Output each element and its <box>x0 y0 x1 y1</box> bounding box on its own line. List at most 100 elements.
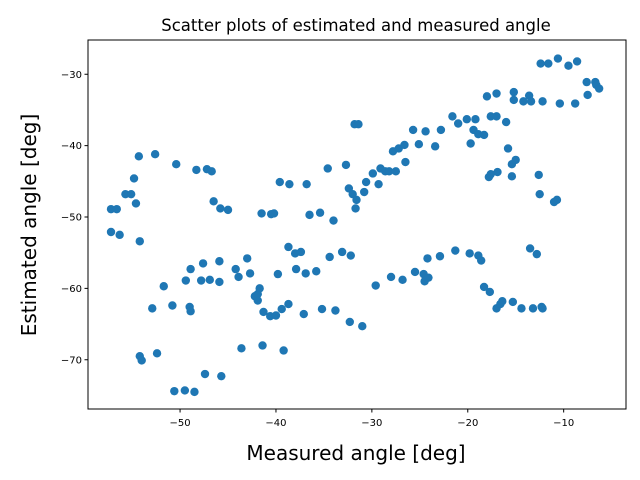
point <box>284 242 293 252</box>
point <box>498 297 507 306</box>
point <box>471 115 480 124</box>
point <box>209 197 218 206</box>
point <box>172 159 181 169</box>
plot-frame <box>87 39 627 410</box>
point <box>486 112 495 121</box>
point <box>152 349 162 358</box>
point <box>553 54 563 63</box>
point <box>129 174 139 183</box>
point <box>106 227 116 237</box>
point <box>509 95 518 105</box>
point <box>371 281 380 290</box>
point <box>346 251 355 260</box>
point <box>186 264 195 274</box>
point <box>312 267 321 276</box>
chart-title: Scatter plots of estimated and measured … <box>161 16 550 35</box>
point <box>150 149 160 159</box>
x-tick-label: −40 <box>265 418 286 429</box>
point <box>245 269 255 278</box>
point <box>492 112 501 121</box>
point <box>400 140 409 150</box>
point <box>121 189 130 199</box>
point <box>408 125 418 135</box>
point <box>479 282 489 292</box>
point <box>354 120 363 129</box>
point <box>594 84 604 93</box>
point <box>329 216 338 225</box>
point <box>476 256 486 265</box>
point <box>583 90 592 100</box>
point <box>299 309 308 319</box>
point <box>305 210 314 220</box>
point <box>159 282 168 291</box>
point <box>384 167 394 176</box>
x-tick-label: −10 <box>553 418 574 429</box>
point <box>401 157 410 167</box>
point <box>223 205 233 215</box>
point <box>486 169 495 179</box>
point <box>325 252 334 262</box>
point <box>526 97 536 106</box>
point <box>291 264 301 274</box>
point <box>337 247 347 257</box>
point <box>536 59 545 68</box>
point <box>106 204 116 214</box>
point <box>519 97 528 106</box>
point <box>535 189 544 199</box>
point <box>501 117 511 127</box>
point <box>217 371 226 381</box>
point <box>386 272 396 282</box>
point <box>398 275 407 285</box>
y-tick-label: −50 <box>61 213 82 224</box>
point <box>421 127 430 136</box>
point <box>572 57 582 66</box>
point <box>168 301 177 310</box>
point <box>186 307 195 316</box>
y-tick-label: −60 <box>61 284 82 295</box>
point <box>259 307 268 317</box>
point <box>424 273 433 282</box>
point <box>148 304 157 313</box>
point <box>555 99 565 108</box>
point <box>135 237 144 246</box>
x-tick-label: −50 <box>170 418 191 429</box>
y-tick-label: −40 <box>61 141 82 152</box>
x-tick-label: −30 <box>361 418 382 429</box>
point <box>361 177 371 187</box>
point <box>570 99 580 108</box>
point <box>216 204 225 213</box>
point <box>253 296 262 305</box>
point <box>205 275 214 285</box>
point <box>275 177 285 187</box>
point <box>301 269 310 278</box>
point <box>284 299 293 309</box>
point <box>534 170 543 180</box>
point <box>358 322 367 331</box>
point <box>414 140 424 149</box>
point <box>341 160 351 170</box>
point <box>511 155 520 165</box>
point <box>359 187 369 197</box>
point <box>269 209 279 218</box>
point <box>231 264 240 274</box>
point <box>273 269 283 279</box>
point <box>285 179 294 189</box>
point <box>180 386 190 395</box>
point <box>552 195 562 205</box>
point <box>255 284 264 293</box>
point <box>323 164 332 173</box>
point <box>462 115 472 124</box>
point <box>296 247 306 257</box>
point <box>544 59 553 68</box>
point <box>331 306 340 315</box>
point <box>200 369 210 379</box>
point <box>234 272 243 282</box>
point <box>352 195 361 205</box>
point <box>345 317 355 327</box>
point <box>538 304 547 313</box>
point <box>190 387 199 397</box>
point <box>453 119 463 128</box>
point <box>423 254 432 263</box>
point <box>582 77 591 87</box>
